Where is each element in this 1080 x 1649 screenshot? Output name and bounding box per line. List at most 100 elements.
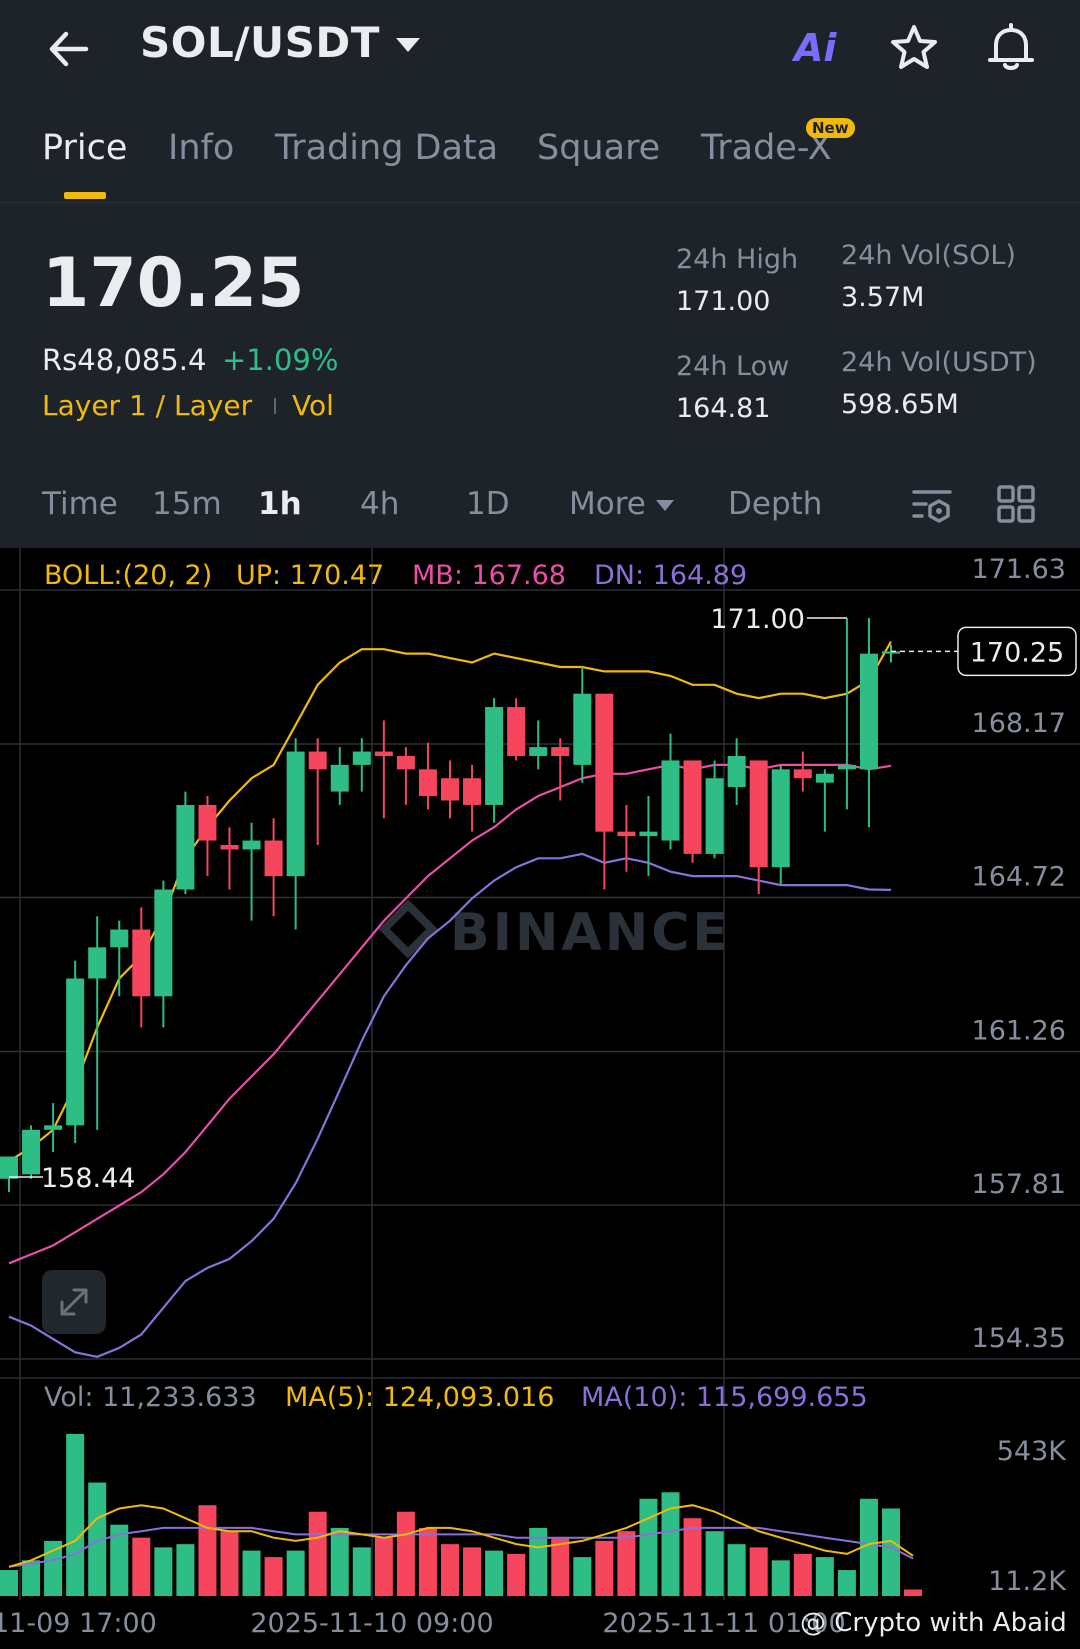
interval-bar: Time 15m 1h 4h 1D More Depth — [0, 470, 1080, 540]
volume-bar — [308, 1511, 327, 1596]
candle — [771, 764, 790, 886]
candle-body — [176, 804, 195, 890]
current-price-box — [957, 626, 1077, 677]
candle-body — [837, 764, 856, 770]
candle — [727, 738, 746, 805]
candle-body — [727, 755, 746, 788]
volume-bar — [793, 1553, 812, 1596]
interval-1d[interactable]: 1D — [466, 486, 510, 522]
low-value: 164.81 — [676, 393, 771, 424]
watermark-credit: @ Crypto with Abaid — [800, 1608, 1067, 1638]
candle — [573, 666, 592, 783]
candle-body — [110, 929, 129, 948]
chart-settings-icon[interactable] — [910, 484, 954, 528]
volume-bar — [859, 1498, 878, 1596]
candle-body — [220, 844, 239, 850]
binance-watermark: BINANCE — [450, 903, 731, 963]
candle — [242, 822, 261, 921]
candle-body — [441, 778, 459, 801]
volume-bar — [396, 1511, 415, 1596]
interval-15m[interactable]: 15m — [152, 486, 222, 522]
y-tick-label: 157.81 — [972, 1169, 1066, 1200]
volume-bar — [595, 1540, 614, 1596]
volume-bar — [749, 1547, 768, 1596]
volume-bar — [727, 1544, 746, 1596]
volume-bar — [0, 1570, 18, 1596]
bell-alert-icon[interactable] — [984, 20, 1038, 74]
vol-tag[interactable]: Vol — [292, 389, 334, 422]
expand-arrows-icon — [60, 1288, 88, 1316]
layout-grid-icon[interactable] — [996, 484, 1036, 524]
volume-bar — [771, 1560, 790, 1596]
fiat-price: Rs48,085.4 — [42, 343, 207, 377]
candle — [463, 764, 482, 832]
pair-selector[interactable]: SOL/USDT — [140, 18, 380, 67]
y-tick-label: 171.63 — [972, 554, 1066, 585]
interval-time[interactable]: Time — [42, 486, 118, 522]
caret-down-icon[interactable] — [396, 38, 420, 52]
category-tag[interactable]: Layer 1 / Layer — [42, 389, 253, 422]
candle — [286, 738, 305, 930]
candle-body — [154, 889, 173, 997]
candle — [330, 747, 349, 805]
candle — [44, 1103, 63, 1153]
candle — [308, 738, 327, 845]
candle — [882, 644, 900, 663]
candle-body — [308, 751, 327, 770]
candle — [352, 738, 371, 792]
candle-body — [749, 760, 768, 868]
high-marker-label: 171.00 — [710, 604, 804, 635]
candle — [507, 698, 526, 761]
candle-body — [683, 760, 702, 854]
tab-trading-data[interactable]: Trading Data — [275, 128, 499, 168]
volume-bar — [44, 1540, 63, 1596]
interval-1h[interactable]: 1h — [258, 486, 302, 522]
volume-bar — [837, 1570, 856, 1596]
candle — [815, 769, 834, 832]
volume-bar — [882, 1508, 900, 1596]
candle — [859, 618, 878, 828]
candle-body — [66, 978, 85, 1126]
candle-body — [44, 1125, 63, 1130]
main-tabs: Price Info Trading Data Square Trade-X N… — [0, 118, 1080, 203]
volume-tick-label: 543K — [997, 1436, 1068, 1467]
candle-body — [352, 751, 371, 765]
candle-body — [22, 1129, 41, 1175]
candle — [661, 733, 680, 850]
volume-bar — [110, 1524, 129, 1596]
candle-body — [330, 764, 349, 792]
ai-assistant-icon[interactable]: Ai — [794, 26, 837, 70]
tab-info[interactable]: Info — [168, 128, 235, 168]
candle — [154, 880, 173, 1028]
candle-body — [815, 773, 834, 783]
volume-bar — [176, 1544, 195, 1596]
candle — [705, 760, 724, 859]
volume-bar — [551, 1537, 570, 1596]
tab-square[interactable]: Square — [537, 128, 661, 168]
candlestick-chart[interactable]: 171.63 168.17 164.72 161.26 157.81 154.35 BINA… — [0, 548, 1080, 1649]
volume-bar — [132, 1537, 151, 1596]
favorite-star-icon[interactable] — [888, 22, 940, 74]
vol-value: Vol: 11,233.633 — [44, 1382, 257, 1413]
candle — [418, 742, 437, 810]
volume-bar — [198, 1505, 217, 1596]
tab-price[interactable]: Price — [42, 128, 128, 168]
candle-body — [793, 769, 812, 779]
candle-body — [573, 693, 592, 765]
binance-watermark-icon — [378, 899, 438, 959]
candle — [374, 720, 393, 819]
interval-4h[interactable]: 4h — [360, 486, 400, 522]
candle-body — [639, 831, 658, 837]
current-price-label: 170.25 — [970, 637, 1064, 668]
candle — [66, 960, 85, 1144]
volume-bar — [683, 1518, 702, 1596]
expand-chart-button[interactable] — [42, 1270, 106, 1334]
candle — [441, 760, 459, 819]
more-caret-icon[interactable] — [656, 500, 674, 511]
candle — [837, 618, 856, 810]
back-arrow-icon[interactable] — [42, 22, 96, 76]
candle-body — [529, 747, 548, 756]
interval-depth[interactable]: Depth — [728, 486, 823, 522]
candle — [793, 751, 812, 792]
interval-more[interactable]: More — [569, 486, 646, 522]
